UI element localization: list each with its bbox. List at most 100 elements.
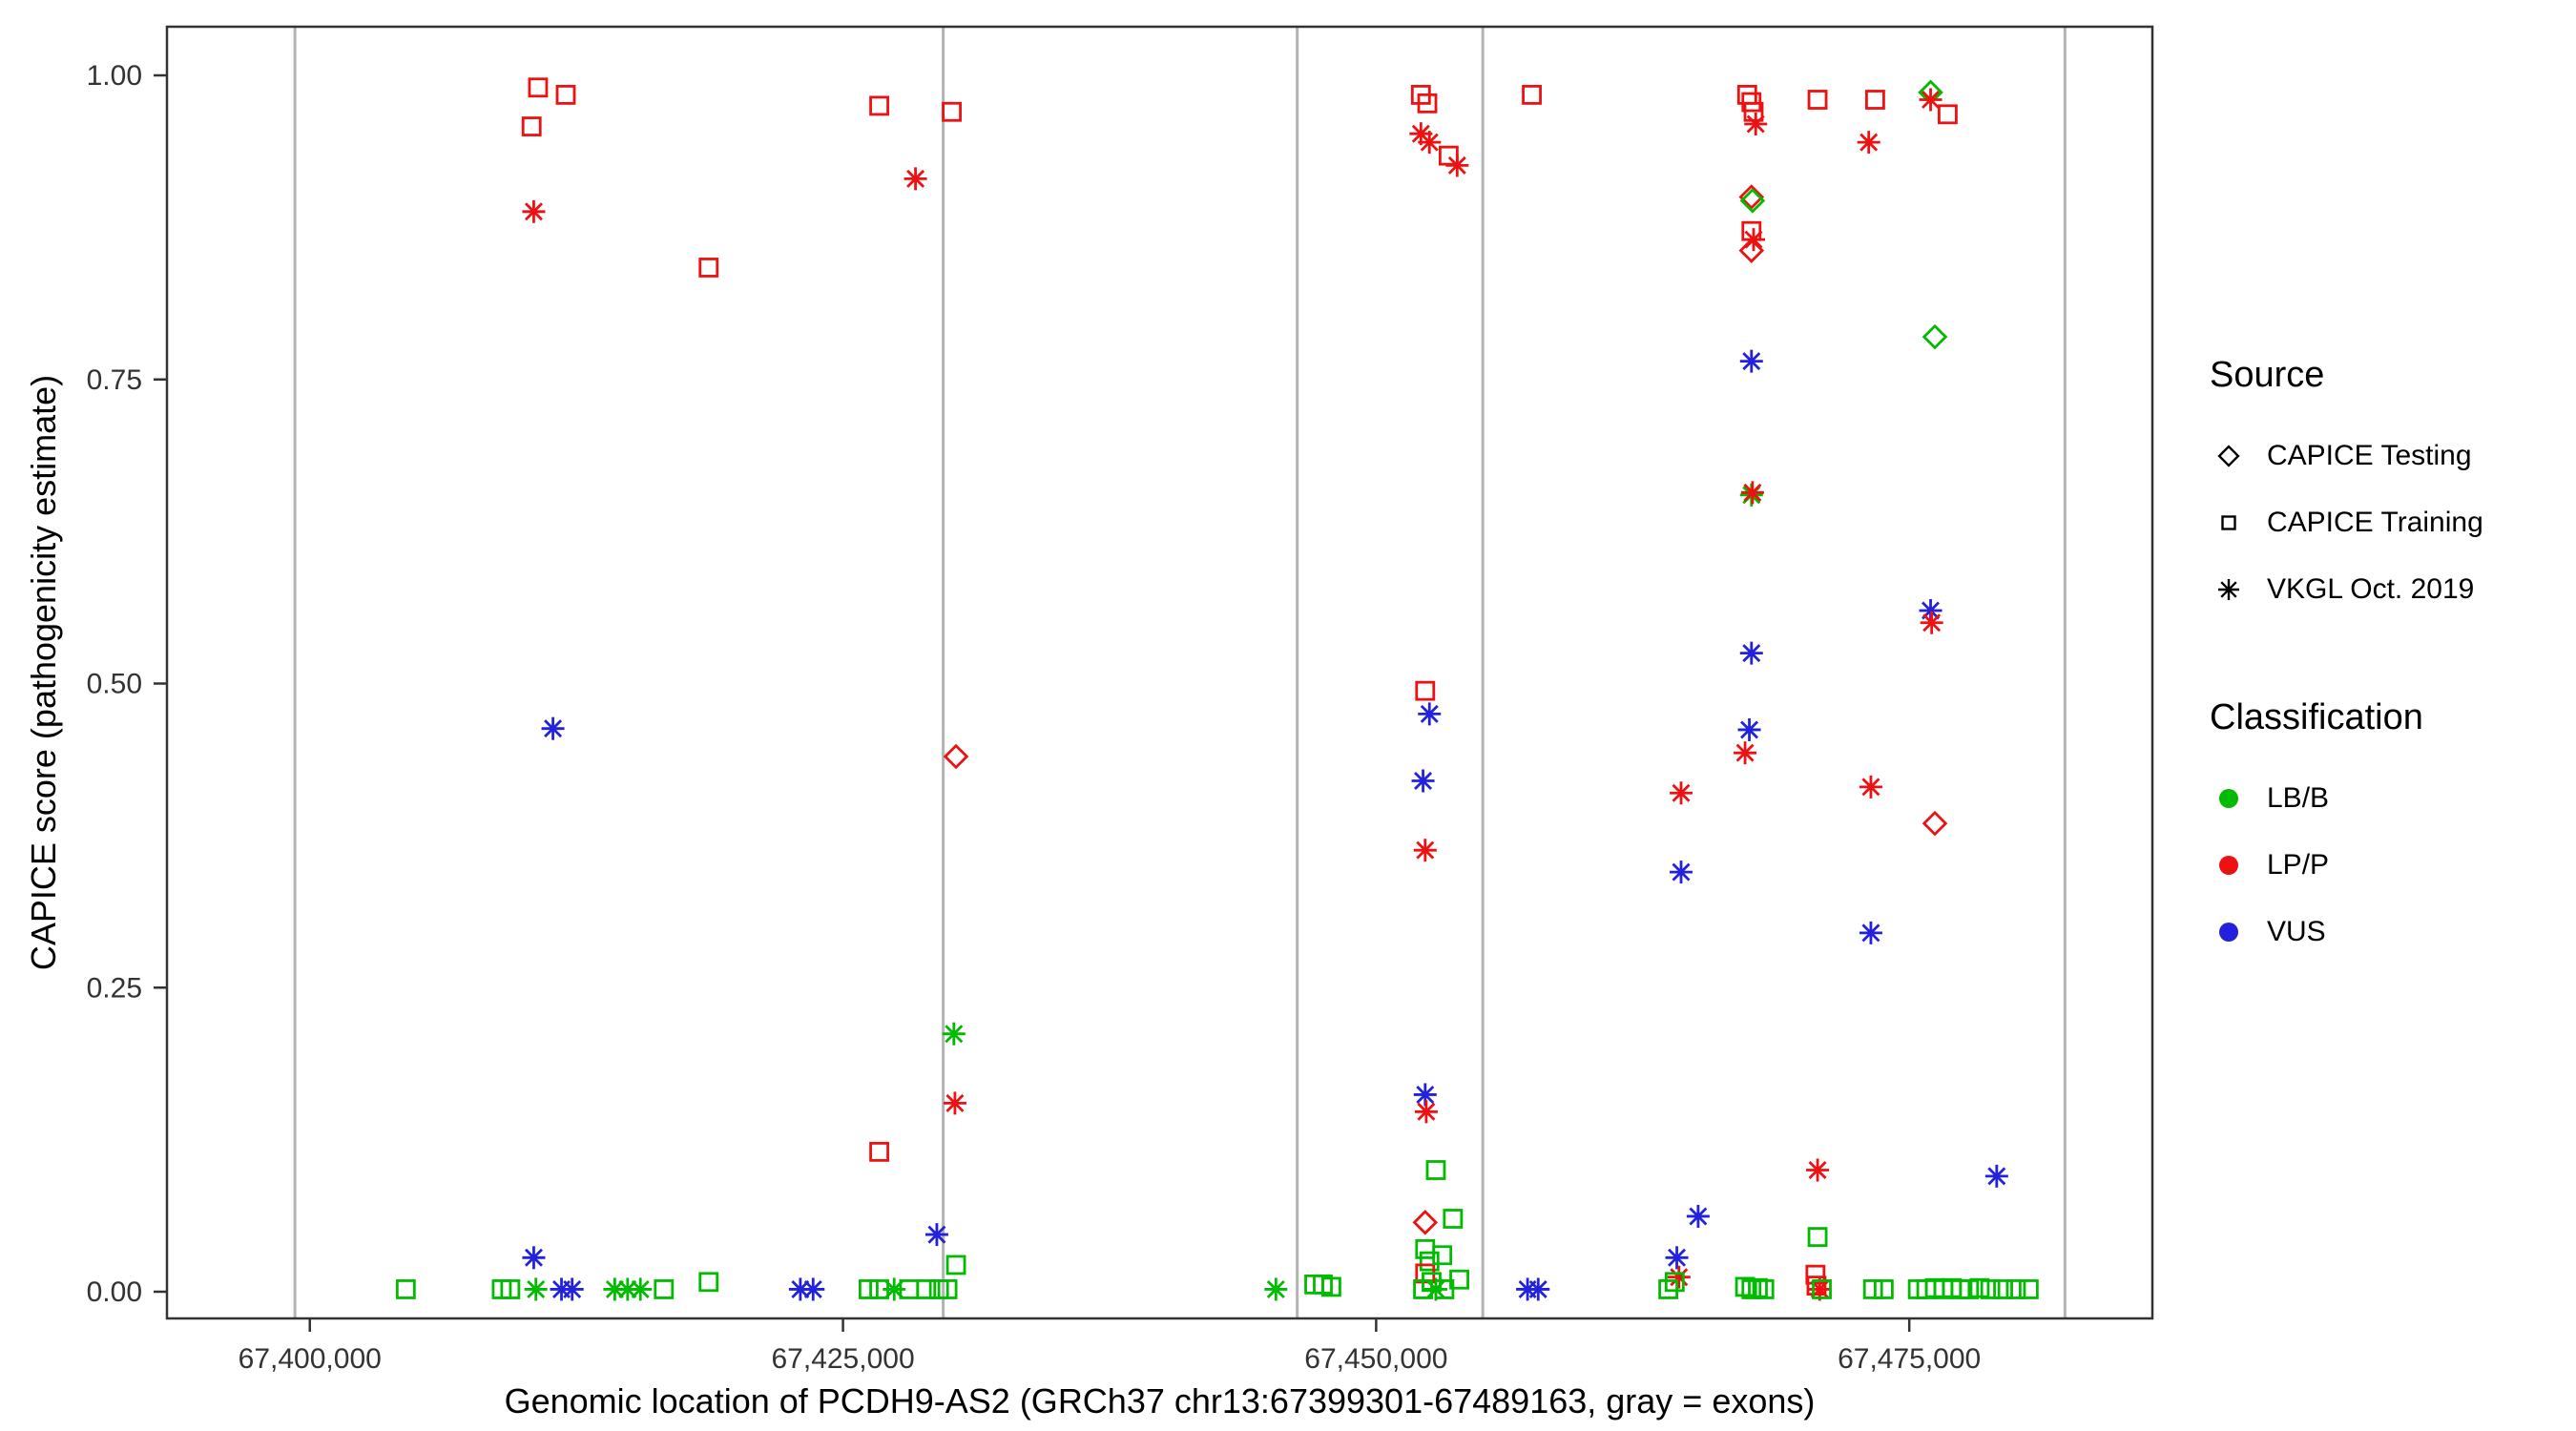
data-point-square: [1425, 1160, 1446, 1180]
legend: Source CAPICE Testing CAPICE Training: [2210, 355, 2483, 965]
data-point-square: [1862, 1279, 1883, 1299]
data-point-square: [2005, 1279, 2026, 1299]
data-point-square: [1754, 1279, 1775, 1299]
data-point-diamond: [1922, 323, 1948, 350]
y-tick-label: 1.00: [87, 60, 142, 92]
data-point-square: [555, 85, 576, 105]
legend-label: CAPICE Testing: [2267, 440, 2472, 471]
data-point-asterisk: [618, 1279, 637, 1298]
x-tick-label: 67,425,000: [771, 1343, 914, 1375]
data-point-square: [1980, 1279, 2001, 1299]
data-point-asterisk: [1416, 1085, 1435, 1104]
legend-title-classification: Classification: [2210, 697, 2423, 737]
x-axis-title: Genomic location of PCDH9-AS2 (GRCh37 ch…: [504, 1381, 1816, 1421]
data-point-square: [869, 1141, 889, 1162]
data-point-diamond: [1412, 1210, 1439, 1235]
data-point-asterisk: [945, 1025, 964, 1044]
legend-item-capice-training: CAPICE Training: [2210, 489, 2483, 556]
data-point-asterisk: [1922, 613, 1942, 633]
data-point-diamond: [1738, 184, 1765, 210]
data-point-asterisk: [631, 1279, 650, 1298]
legend-item-lpp: LP/P: [2210, 832, 2483, 899]
data-point-asterisk: [1746, 114, 1765, 134]
data-point-asterisk: [1668, 1248, 1687, 1267]
data-point-asterisk: [1528, 1279, 1548, 1298]
data-point-square: [500, 1279, 521, 1299]
data-point-square: [528, 77, 549, 98]
data-point-square: [1865, 90, 1885, 110]
data-point-asterisk: [1987, 1167, 2006, 1186]
data-point-asterisk: [544, 719, 563, 738]
legend-label: VUS: [2267, 916, 2326, 947]
data-point-diamond: [943, 743, 969, 770]
data-point-square: [1419, 1251, 1440, 1272]
data-point-square: [1449, 1269, 1469, 1290]
x-tick-label: 67,475,000: [1838, 1343, 1981, 1375]
data-point-square: [698, 258, 719, 278]
data-point-asterisk: [1743, 483, 1762, 502]
data-point-asterisk: [1266, 1279, 1285, 1298]
data-point-diamond: [1739, 188, 1766, 214]
data-point-square: [1959, 1279, 1980, 1299]
legend-item-vus: VUS: [2210, 899, 2483, 965]
legend-item-lbb: LB/B: [2210, 765, 2483, 832]
data-point-square: [1735, 1276, 1755, 1297]
data-point-asterisk: [1744, 230, 1763, 249]
blue-dot-icon: [2219, 923, 2238, 942]
data-point-square: [1658, 1279, 1679, 1299]
data-point-square: [1938, 104, 1958, 125]
data-point-square: [858, 1279, 879, 1299]
data-point-asterisk: [1414, 772, 1433, 790]
data-point-asterisk: [1859, 133, 1879, 152]
data-point-asterisk: [803, 1279, 822, 1298]
data-point-asterisk: [524, 1248, 543, 1267]
data-point-asterisk: [1447, 156, 1466, 175]
data-point-square: [1807, 90, 1828, 110]
data-point-asterisk: [927, 1225, 946, 1244]
data-point-asterisk: [1420, 133, 1439, 152]
data-point-asterisk: [1416, 840, 1435, 860]
panel-border: [165, 25, 2154, 1320]
data-point-asterisk: [1672, 783, 1691, 802]
data-point-asterisk: [1742, 352, 1761, 371]
legend-label: VKGL Oct. 2019: [2267, 573, 2475, 605]
data-point-square: [1432, 1245, 1453, 1266]
data-point-asterisk: [1861, 778, 1880, 797]
data-point-square: [1522, 85, 1542, 105]
data-point-square: [521, 116, 542, 136]
data-point-square: [869, 95, 889, 116]
data-point-asterisk: [1735, 743, 1755, 762]
data-point-square: [698, 1272, 719, 1293]
data-point-square: [1748, 1277, 1768, 1298]
data-point-asterisk: [1922, 91, 1941, 109]
data-point-square: [937, 1279, 958, 1299]
data-point-diamond: [1738, 238, 1765, 263]
asterisk-icon: [2218, 579, 2239, 600]
data-point-square: [945, 1255, 966, 1275]
data-point-asterisk: [524, 202, 543, 221]
x-tick-label: 67,450,000: [1304, 1343, 1447, 1375]
red-dot-icon: [2219, 856, 2238, 875]
data-point-square: [1993, 1279, 2013, 1299]
data-point-diamond: [1918, 79, 1943, 106]
legend-spacer: [2210, 623, 2483, 697]
data-point-asterisk: [1411, 124, 1430, 143]
data-point-square: [1415, 1238, 1436, 1259]
data-point-square: [1812, 1279, 1832, 1299]
data-point-asterisk: [1670, 1268, 1689, 1287]
data-point-square: [395, 1279, 416, 1299]
data-point-square: [1417, 93, 1438, 114]
legend-label: CAPICE Training: [2267, 507, 2483, 538]
data-point-square: [1807, 1227, 1828, 1248]
data-point-asterisk: [906, 169, 925, 188]
legend-item-vkgl: VKGL Oct. 2019: [2210, 556, 2483, 623]
data-point-asterisk: [605, 1279, 624, 1298]
diamond-icon: [2217, 445, 2240, 467]
data-point-asterisk: [1689, 1207, 1708, 1226]
y-tick-label: 0.50: [87, 669, 142, 700]
data-point-asterisk: [791, 1279, 810, 1298]
data-point-square: [1415, 680, 1436, 701]
data-point-asterisk: [527, 1279, 546, 1298]
y-tick-label: 0.75: [87, 364, 142, 396]
